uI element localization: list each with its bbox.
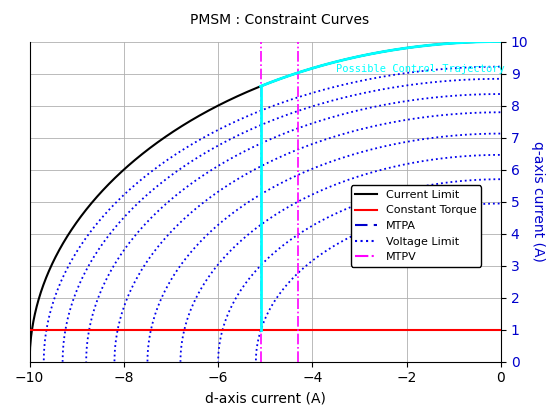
Legend: Current Limit, Constant Torque, MTPA, Voltage Limit, MTPV: Current Limit, Constant Torque, MTPA, Vo…: [351, 185, 481, 267]
Text: PMSM : Constraint Curves: PMSM : Constraint Curves: [190, 13, 370, 26]
X-axis label: d-axis current (A): d-axis current (A): [205, 391, 326, 405]
Text: Possible Control Trajectory: Possible Control Trajectory: [336, 64, 505, 74]
Y-axis label: q-axis current (A): q-axis current (A): [531, 141, 545, 262]
